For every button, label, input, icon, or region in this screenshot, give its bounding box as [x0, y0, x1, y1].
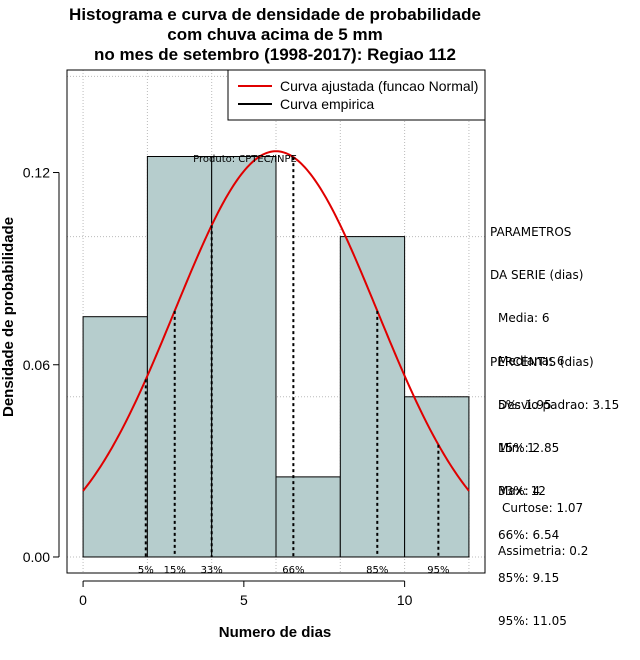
bars-layer: [82, 156, 470, 558]
histogram-bar: [275, 476, 341, 558]
chart-title-line1: Histograma e curva de densidade de proba…: [69, 5, 481, 24]
percentile-label: 33%: [201, 565, 223, 576]
chart-title-line2: com chuva acima de 5 mm: [167, 25, 383, 44]
percentile-label: 85%: [366, 565, 388, 576]
legend: Curva ajustada (funcao Normal) Curva emp…: [227, 69, 486, 121]
params-line: Mediana: 6: [498, 354, 565, 369]
fitted-normal-curve: [82, 150, 470, 492]
params-line: Desvio padrao: 3.15: [498, 397, 620, 412]
percentile-label: 15%: [164, 565, 186, 576]
percentile-lines-layer: 5% 15% 33% 66% 85% 95%: [138, 157, 449, 576]
axes-layer: 0.00 0.06 0.12 0 5 10: [23, 165, 413, 608]
params-heading-1: PARAMETROS: [490, 224, 572, 239]
x-tick-label: 5: [240, 592, 248, 608]
chart-title-line3: no mes de setembro (1998-2017): Regiao 1…: [94, 45, 456, 64]
legend-empirical-label: Curva empirica: [280, 96, 374, 112]
percentis-line: 95%: 11.05: [498, 614, 567, 629]
percentile-label: 5%: [138, 565, 154, 576]
params-line: Max: 12: [498, 484, 546, 499]
params-line: Media: 6: [498, 311, 550, 326]
percentis-line: 33%: 4: [498, 484, 541, 499]
histogram-bar: [339, 236, 406, 558]
percentis-line: 85%: 9.15: [498, 570, 560, 585]
curtose-value: Curtose: 1.07: [502, 500, 584, 515]
x-tick-label: 10: [397, 592, 413, 608]
params-line: Min: 1: [498, 440, 535, 455]
histogram-bar: [146, 156, 213, 558]
percentis-line: 5%: 1.95: [498, 398, 552, 413]
percentile-label: 66%: [282, 565, 304, 576]
y-tick-label: 0.06: [23, 357, 50, 373]
histogram-bar: [82, 316, 148, 558]
percentis-line: 66%: 6.54: [498, 527, 560, 542]
legend-fitted-label: Curva ajustada (funcao Normal): [280, 78, 478, 94]
percentis-panel: PERCENTIS (dias) 5%: 1.95 15%: 2.85 33%:…: [490, 326, 594, 643]
y-axis-label: Densidade de probabilidade: [0, 216, 17, 417]
legend-box: [227, 69, 486, 121]
x-axis-label: Numero de dias: [218, 624, 332, 641]
params-heading-2: DA SERIE (dias): [490, 268, 584, 283]
percentis-line: 15%: 2.85: [498, 441, 560, 456]
assimetria-value: Assimetria: 0.2: [498, 544, 589, 559]
percentile-label: 95%: [427, 565, 449, 576]
histogram-bar: [211, 156, 277, 558]
percentis-heading: PERCENTIS (dias): [490, 354, 594, 369]
shape-panel: Curtose: 1.07 Assimetria: 0.2: [498, 472, 588, 573]
params-panel: PARAMETROS DA SERIE (dias) Media: 6 Medi…: [490, 196, 619, 513]
y-tick-label: 0.12: [23, 165, 50, 181]
y-tick-label: 0.00: [23, 549, 50, 565]
x-tick-label: 0: [79, 592, 87, 608]
curve-layer: [82, 150, 470, 492]
credit-label: Produto: CPTEC/INPE: [193, 154, 297, 165]
